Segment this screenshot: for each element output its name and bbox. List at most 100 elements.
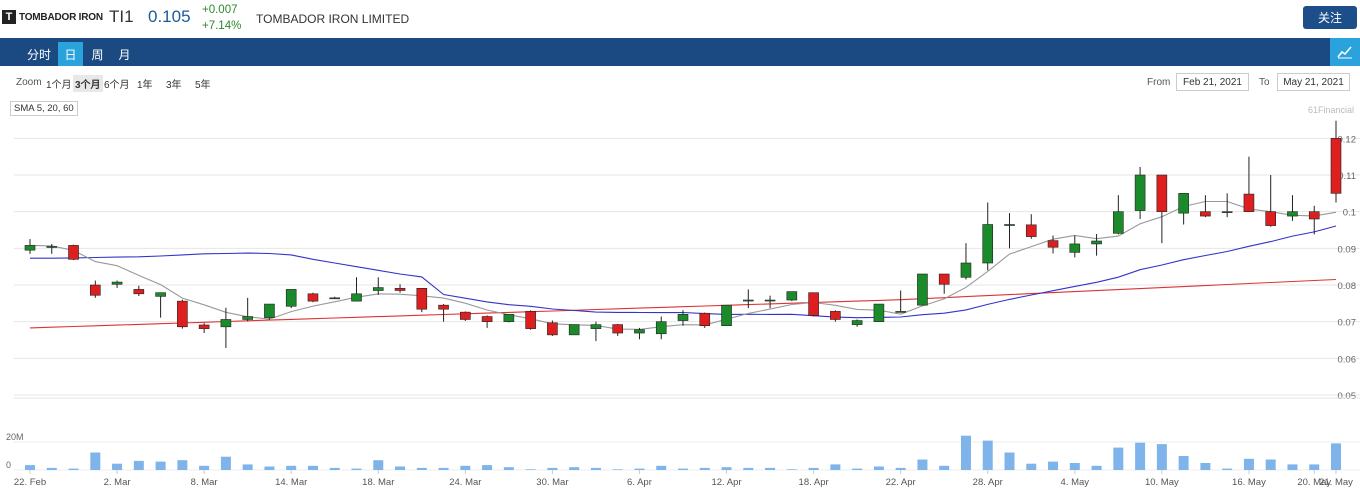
volume-bar [112, 463, 123, 470]
zoom-toolbar: Zoom 1个月 3个月 6个月 1年 3年 5年 From Feb 21, 2… [0, 66, 1360, 100]
candlestick-chart[interactable]: 0.12 0.11 0.1 0.09 0.08 0.07 0.06 0.05 20M 022. F… [0, 100, 1360, 497]
volume-bar [438, 467, 449, 470]
candle-body [24, 245, 36, 251]
candle-body [1200, 211, 1211, 217]
zoom-1-month[interactable]: 1个月 [46, 80, 72, 91]
logo-text: TOMBADOR IRON [19, 11, 103, 23]
volume-bar [503, 467, 514, 470]
line-chart-icon[interactable] [1330, 38, 1360, 66]
candle-body [1287, 211, 1298, 217]
volume-bar [482, 465, 493, 470]
candle-body [90, 284, 101, 296]
candle-body [960, 262, 972, 278]
candle-body [242, 316, 253, 320]
y-tick-label: 0.12 [1338, 134, 1357, 145]
y-tick-label: 0.06 [1338, 354, 1357, 365]
candle-body [830, 311, 841, 320]
volume-bar [1287, 464, 1298, 470]
volume-tick-label: 20M [6, 432, 24, 442]
candle-body [1243, 193, 1255, 212]
zoom-6-month[interactable]: 6个月 [104, 80, 130, 91]
tab-intraday[interactable]: 分时 [26, 47, 51, 62]
y-tick-label: 0.1 [1343, 208, 1356, 219]
volume-bar [1331, 443, 1341, 470]
candle-body [68, 245, 79, 260]
tab-weekly[interactable]: 周 [91, 47, 104, 62]
x-tick-label: 24. Mar [449, 477, 481, 488]
candle-body [1134, 174, 1146, 211]
x-tick-label: 10. May [1145, 477, 1179, 488]
candle-body [917, 273, 928, 306]
x-tick-label: 18. Mar [362, 477, 394, 488]
volume-bar [133, 460, 144, 470]
candle-body [851, 320, 863, 325]
candle-body [416, 288, 428, 310]
volume-bar [373, 460, 384, 470]
volume-bar [416, 467, 427, 470]
candle-body [568, 324, 580, 336]
zoom-1-year[interactable]: 1年 [137, 80, 153, 91]
volume-bar [852, 468, 863, 470]
volume-bar [634, 468, 645, 470]
x-tick-label: 4. May [1061, 477, 1090, 488]
candle-body [394, 288, 406, 291]
to-label: To [1259, 77, 1270, 88]
change-value: +0.007 [202, 4, 238, 16]
volume-bar [590, 467, 601, 470]
candle-body [481, 316, 493, 322]
candle-body [351, 293, 362, 302]
tab-daily[interactable]: 日 [58, 42, 83, 66]
y-tick-label: 0.11 [1338, 171, 1356, 182]
volume-bar [1091, 465, 1102, 470]
from-date-input[interactable]: Feb 21, 2021 [1176, 73, 1249, 91]
volume-bar [155, 461, 166, 470]
candle-body [372, 287, 384, 291]
volume-bar [895, 467, 906, 470]
volume-bar [1309, 464, 1320, 470]
volume-bar [1156, 444, 1167, 470]
candle-body [1308, 211, 1320, 220]
candle-body [329, 297, 341, 300]
tab-monthly[interactable]: 月 [118, 47, 131, 62]
x-tick-label: 22. Feb [14, 477, 46, 488]
candle-body [590, 324, 602, 329]
candle-body [808, 292, 819, 316]
zoom-5-year[interactable]: 5年 [195, 80, 211, 91]
indicator-legend: SMA 5, 20, 60 [10, 101, 78, 116]
volume-bar [90, 452, 101, 470]
volume-bar [46, 467, 57, 470]
candle-body [655, 321, 667, 335]
volume-bar [873, 466, 884, 470]
zoom-3-year[interactable]: 3年 [166, 80, 182, 91]
candle-body [764, 299, 776, 302]
candle-body [220, 319, 232, 328]
zoom-3-month[interactable]: 3个月 [73, 75, 103, 92]
candle-body [111, 281, 123, 285]
candle-body [634, 329, 645, 334]
volume-bar [743, 467, 754, 470]
volume-bar [1069, 463, 1080, 470]
candle-body [155, 292, 166, 297]
logo-icon: T [2, 10, 16, 24]
x-tick-label: 6. Apr [627, 477, 652, 488]
volume-bar [721, 467, 732, 470]
x-tick-label: 22. Apr [886, 477, 916, 488]
volume-bar [68, 468, 79, 470]
candle-body [1156, 174, 1168, 212]
x-tick-label: 20. May [1297, 477, 1331, 488]
candle-body [786, 291, 798, 301]
to-date-input[interactable]: May 21, 2021 [1277, 73, 1350, 91]
candle-body [285, 289, 297, 307]
candle-body [1069, 243, 1081, 253]
candle-body [503, 314, 515, 322]
follow-button[interactable]: 关注 [1303, 6, 1357, 29]
candle-body [1330, 138, 1342, 194]
volume-bar [939, 465, 950, 470]
last-price: 0.105 [148, 7, 191, 26]
period-nav: 分时 日 周 月 [0, 38, 1360, 66]
volume-bar [547, 467, 558, 470]
volume-bar [1048, 461, 1059, 470]
from-label: From [1147, 77, 1171, 88]
candle-body [895, 311, 906, 313]
candle-body [612, 324, 624, 334]
